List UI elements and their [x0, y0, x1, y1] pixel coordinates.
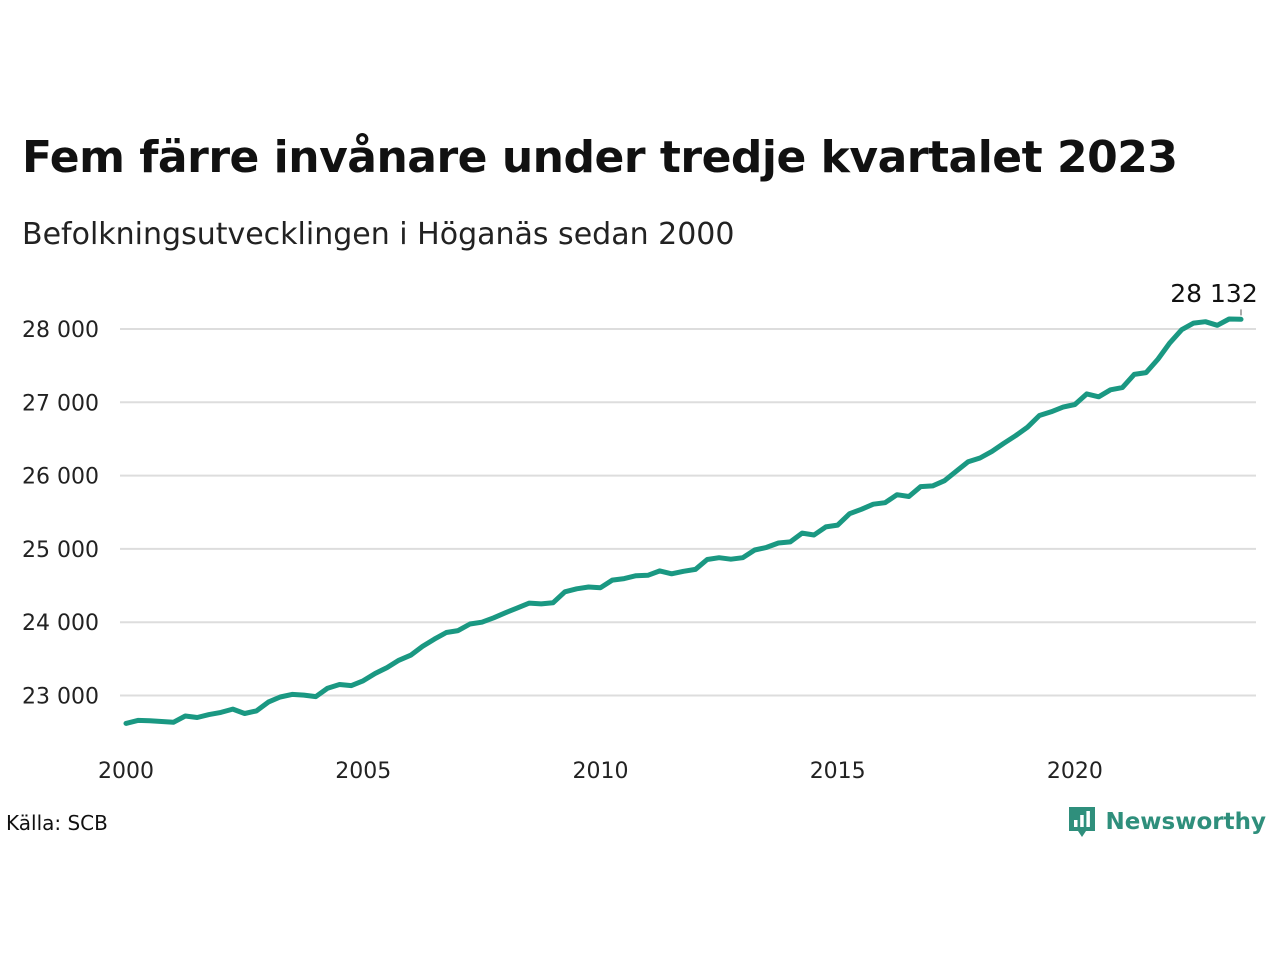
- chart-title: Fem färre invånare under tredje kvartale…: [22, 132, 1178, 183]
- y-tick-label: 28 000: [22, 318, 99, 343]
- x-tick-label: 2000: [98, 759, 154, 784]
- y-tick-label: 23 000: [22, 685, 99, 710]
- y-tick-label: 26 000: [22, 465, 99, 490]
- x-tick-label: 2010: [572, 759, 628, 784]
- y-gridlines: [120, 328, 1256, 697]
- end-value-label: 28 132: [1170, 279, 1257, 308]
- source-note: Källa: SCB: [6, 811, 108, 835]
- x-tick-label: 2015: [810, 759, 866, 784]
- x-tick-label: 2005: [335, 759, 391, 784]
- y-axis-tick-labels: 23 000 24 000 25 000 26 000 27 000 28 000: [22, 318, 99, 710]
- brand-name: Newsworthy: [1105, 809, 1266, 835]
- y-tick-label: 25 000: [22, 538, 99, 563]
- x-axis-tick-labels: 2000 2005 2010 2015 2020: [98, 759, 1103, 784]
- x-tick-label: 2020: [1047, 759, 1103, 784]
- population-line-chart: 23 000 24 000 25 000 26 000 27 000 28 000 200…: [22, 279, 1258, 784]
- y-tick-label: 27 000: [22, 391, 99, 416]
- y-tick-label: 24 000: [22, 611, 99, 636]
- newsworthy-bar-chart-icon: [1069, 807, 1096, 837]
- chart-subtitle: Befolkningsutvecklingen i Höganäs sedan …: [22, 217, 735, 252]
- brand-logo: Newsworthy: [1067, 805, 1266, 839]
- population-series-line: [123, 316, 1244, 726]
